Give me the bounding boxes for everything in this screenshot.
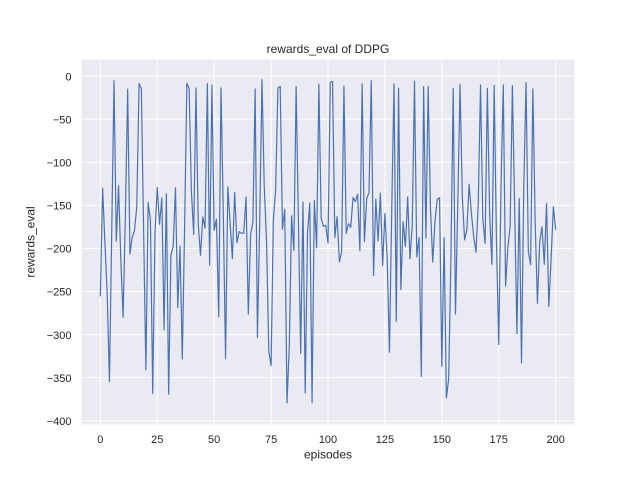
svg-text:100: 100	[319, 434, 337, 446]
svg-text:rewards_eval of DDPG: rewards_eval of DDPG	[267, 42, 390, 56]
svg-text:0: 0	[97, 434, 103, 446]
svg-text:25: 25	[151, 434, 163, 446]
svg-text:−150: −150	[47, 201, 72, 213]
svg-text:−400: −400	[47, 416, 72, 428]
svg-text:episodes: episodes	[304, 447, 352, 461]
svg-text:−200: −200	[47, 244, 72, 256]
svg-text:−50: −50	[53, 114, 72, 126]
svg-text:50: 50	[208, 434, 220, 446]
svg-text:0: 0	[65, 71, 71, 83]
svg-text:−250: −250	[47, 287, 72, 299]
svg-text:rewards_eval: rewards_eval	[23, 206, 37, 277]
svg-text:200: 200	[546, 434, 564, 446]
svg-text:125: 125	[376, 434, 394, 446]
svg-text:175: 175	[490, 434, 508, 446]
svg-text:75: 75	[265, 434, 277, 446]
svg-text:−350: −350	[47, 373, 72, 385]
svg-text:150: 150	[433, 434, 451, 446]
svg-text:−300: −300	[47, 330, 72, 342]
svg-text:−100: −100	[47, 158, 72, 170]
